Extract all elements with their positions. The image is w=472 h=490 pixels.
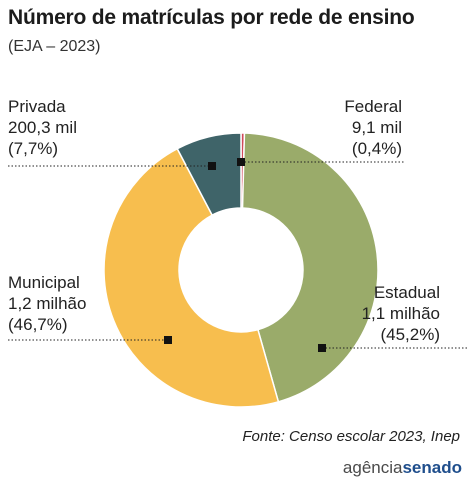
source-note: Fonte: Censo escolar 2023, Inep [242,428,460,445]
label-privada-name: Privada [8,97,66,116]
label-federal-percent: (0,4%) [351,139,402,158]
chart-title: Número de matrículas por rede de ensino [8,6,415,29]
label-estadual-name: Estadual [373,283,440,302]
agencia-senado-logo[interactable]: agênciasenado [343,458,462,478]
label-privada-percent: (7,7%) [8,139,59,158]
label-privada: Privada 200,3 mil (7,7%) [8,96,77,159]
marker-privada [208,162,216,170]
slice-estadual [241,132,379,403]
label-municipal-name: Municipal [8,273,80,292]
label-federal-name: Federal [344,97,402,116]
label-federal: Federal 9,1 mil (0,4%) [344,96,402,159]
label-federal-value: 9,1 mil [351,118,402,137]
label-municipal: Municipal 1,2 milhão (46,7%) [8,272,86,335]
slice-municipal [103,147,280,408]
marker-municipal [164,336,172,344]
marker-estadual [318,344,326,352]
logo-text-senado: senado [402,458,462,477]
slice-privada [176,132,242,217]
label-municipal-value: 1,2 milhão [8,294,87,313]
label-estadual: Estadual 1,1 milhão (45,2%) [362,282,440,345]
label-municipal-percent: (46,7%) [8,315,68,334]
logo-text-agencia: agência [342,458,403,477]
marker-federal [237,158,245,166]
label-privada-value: 200,3 mil [8,118,77,137]
label-estadual-value: 1,1 milhão [361,304,440,323]
label-estadual-percent: (45,2%) [380,325,440,344]
chart-subtitle: (EJA – 2023) [8,38,101,55]
